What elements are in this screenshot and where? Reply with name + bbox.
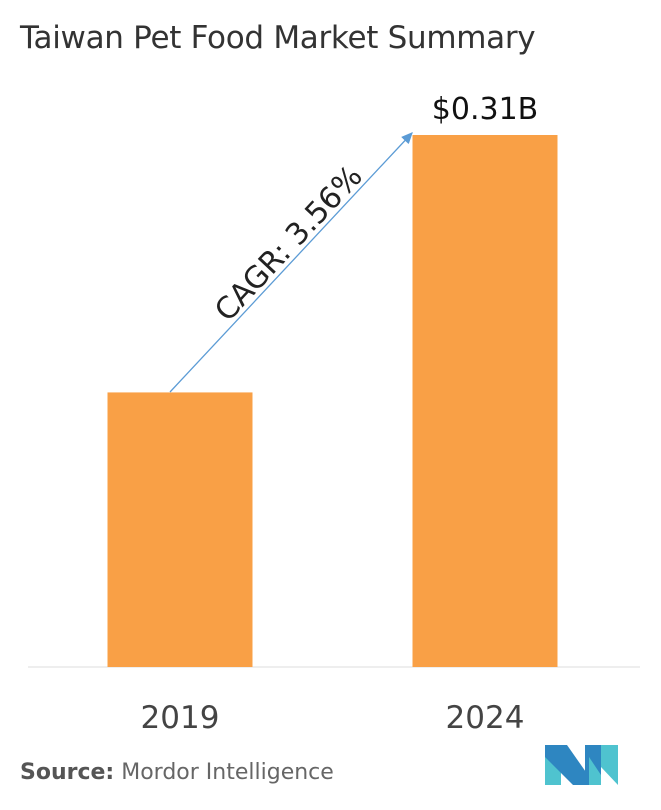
x-tick-label: 2024: [446, 700, 525, 736]
mordor-logo: [545, 745, 618, 785]
source-note: Source: Mordor Intelligence: [20, 760, 334, 785]
source-label: Source:: [20, 760, 115, 785]
source-value: Mordor Intelligence: [121, 760, 334, 785]
cagr-annotation: CAGR: 3.56%: [208, 159, 369, 328]
cagr-arrow: [169, 132, 413, 393]
bar-2024: [412, 135, 558, 667]
data-label: $0.31B: [432, 92, 538, 127]
chart-title: Taiwan Pet Food Market Summary: [20, 20, 536, 56]
x-tick-label: 2019: [141, 700, 220, 736]
bar-2019: [107, 392, 253, 667]
